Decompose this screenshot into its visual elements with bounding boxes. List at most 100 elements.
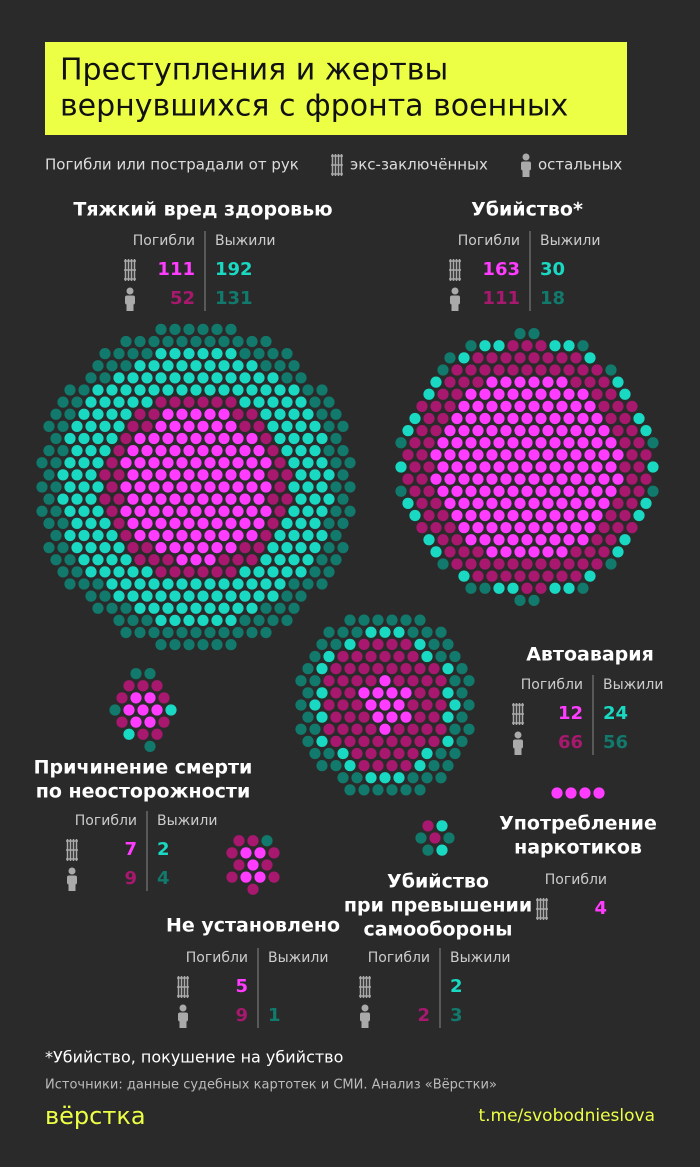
dot: [162, 457, 174, 469]
dot: [344, 505, 356, 517]
dot: [92, 408, 104, 420]
dot: [351, 747, 363, 760]
dot: [225, 493, 237, 505]
dot: [260, 360, 272, 372]
dot: [134, 505, 146, 517]
value-label: 24: [603, 703, 628, 724]
dot: [158, 716, 170, 728]
dot: [267, 445, 279, 457]
dot: [281, 445, 293, 457]
dot: [598, 400, 610, 412]
dot: [465, 364, 477, 376]
dot: [302, 578, 314, 590]
dot: [197, 469, 209, 481]
dot: [486, 497, 498, 509]
dot: [253, 348, 265, 360]
dot: [372, 614, 384, 626]
dot: [148, 335, 160, 348]
icon-part: [179, 1020, 187, 1028]
dot: [402, 425, 414, 437]
dot-group: [422, 820, 441, 844]
dot: [36, 457, 48, 469]
dot: [535, 558, 547, 570]
dot: [148, 408, 160, 420]
dot: [577, 509, 589, 522]
dot: [612, 376, 624, 388]
dot: [577, 412, 589, 425]
dot: [337, 723, 349, 735]
dot-group: [309, 626, 461, 784]
dot: [330, 432, 342, 445]
dot: [514, 497, 526, 509]
dot: [127, 348, 139, 360]
dot: [435, 650, 447, 663]
dot: [330, 735, 342, 747]
dot: [521, 509, 533, 522]
value-label: 2: [417, 1005, 430, 1026]
dot: [183, 566, 195, 578]
dot: [169, 420, 181, 432]
value-label: 111: [482, 288, 520, 309]
value-label: 163: [482, 259, 520, 280]
dot: [444, 546, 456, 558]
dot: [316, 481, 328, 493]
dot: [99, 517, 111, 529]
dot: [176, 335, 188, 348]
dot: [500, 449, 512, 461]
dot: [261, 859, 273, 871]
dot: [423, 509, 435, 522]
dot: [633, 461, 645, 473]
dot: [429, 832, 441, 844]
dot: [640, 497, 652, 509]
dot: [584, 352, 596, 364]
dot: [436, 820, 448, 832]
dot: [535, 485, 547, 497]
dot: [197, 542, 209, 554]
dot: [239, 372, 251, 384]
dot: [465, 412, 477, 425]
dot: [626, 473, 638, 485]
dot: [134, 529, 146, 542]
dot: [393, 650, 405, 663]
icon-part: [514, 731, 522, 739]
dot: [570, 570, 582, 582]
dot: [274, 360, 286, 372]
icon-part: [521, 161, 531, 171]
icon-part: [68, 883, 76, 891]
dot: [99, 396, 111, 408]
dot: [521, 437, 533, 449]
dot: [535, 340, 547, 352]
dot: [507, 412, 519, 425]
chart-title: самообороны: [363, 919, 512, 941]
value-label: 3: [450, 1005, 463, 1026]
dot: [316, 687, 328, 699]
dot: [535, 412, 547, 425]
dot: [260, 578, 272, 590]
dot: [218, 554, 230, 566]
dot: [120, 481, 132, 493]
column-header: Выжили: [268, 950, 328, 966]
dot: [563, 509, 575, 522]
prison-icon: [66, 839, 78, 861]
dot: [598, 376, 610, 388]
dot: [386, 614, 398, 626]
dot: [421, 699, 433, 711]
column-header: Погибли: [545, 872, 607, 888]
dot: [211, 348, 223, 360]
dot: [337, 420, 349, 432]
chart-title: Убийство*: [471, 199, 583, 221]
dot: [442, 687, 454, 699]
dot: [113, 566, 125, 578]
dot: [155, 542, 167, 554]
dot: [36, 505, 48, 517]
dot: [240, 847, 252, 859]
dot: [365, 723, 377, 735]
dot: [268, 871, 280, 883]
legend-item: экс-заключённых: [350, 156, 488, 174]
dot: [190, 505, 202, 517]
dot: [393, 723, 405, 735]
dot: [612, 546, 624, 558]
dot: [423, 534, 435, 546]
value-label: 52: [170, 288, 195, 309]
dot: [295, 699, 307, 711]
